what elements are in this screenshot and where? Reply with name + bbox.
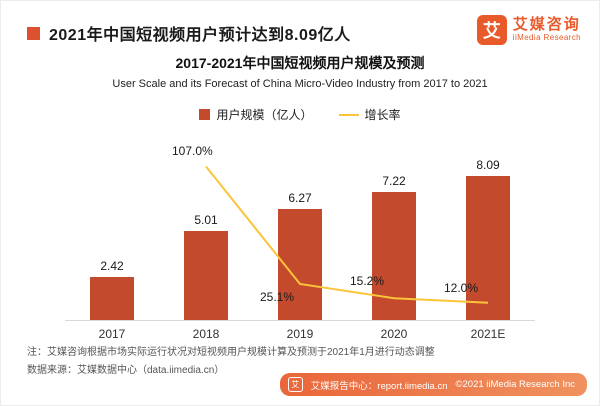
iimedia-logo-icon: 艾 xyxy=(476,15,507,45)
logo-name-cn: 艾媒咨询 xyxy=(512,16,581,34)
bar-value-label: 2.42 xyxy=(100,259,124,273)
chart-column-2020: 7.22 xyxy=(347,135,441,320)
title-row: 2021年中国短视频用户预计达到8.09亿人 xyxy=(27,21,351,45)
footer-bar: 艾 艾媒报告中心：report.iimedia.cn ©2021 iiMedia… xyxy=(279,373,587,396)
bar-legend-label: 用户规模（亿人） xyxy=(216,108,313,122)
bar-value-label: 8.09 xyxy=(476,158,500,173)
footer-copyright: ©2021 iiMedia Research Inc xyxy=(455,379,575,390)
bar-2017 xyxy=(90,277,134,320)
x-axis-label-2021E: 2021E xyxy=(470,327,506,341)
legend-item-bar: 用户规模（亿人） xyxy=(199,106,313,123)
chart-legend: 用户规模（亿人） 增长率 xyxy=(1,106,599,123)
line-legend-swatch-icon xyxy=(338,113,359,116)
header: 2021年中国短视频用户预计达到8.09亿人 艾 艾媒咨询 iiMedia Re… xyxy=(1,1,599,45)
chart-column-2017: 2.42 xyxy=(65,135,159,320)
x-axis-label-2020: 2020 xyxy=(380,327,408,341)
growth-rate-label: 12.0% xyxy=(444,280,479,295)
growth-rate-label: 25.1% xyxy=(260,289,295,304)
bar-2018 xyxy=(184,230,228,320)
legend-item-line: 增长率 xyxy=(338,106,401,123)
x-axis-label-2017: 2017 xyxy=(98,327,126,341)
title-bullet-icon xyxy=(27,26,40,40)
growth-rate-label: 15.2% xyxy=(350,274,385,289)
x-axis-label-2019: 2019 xyxy=(286,327,314,341)
logo-text: 艾媒咨询 iiMedia Research xyxy=(513,17,581,42)
line-legend-label: 增长率 xyxy=(364,108,401,122)
chart-area: 2.42 5.01 6.27 7.22 8.09 2017 2018 2019 2020 202… xyxy=(65,135,535,342)
bar-legend-swatch-icon xyxy=(199,109,211,120)
chart-subtitle: User Scale and its Forecast of China Mic… xyxy=(112,78,488,90)
logo-name-en: iiMedia Research xyxy=(512,32,581,42)
bar-value-label: 5.01 xyxy=(194,212,218,227)
bar-2021E xyxy=(466,176,510,320)
x-axis-labels: 2017 2018 2019 2020 2021E xyxy=(65,321,535,341)
chart-column-2018: 5.01 xyxy=(159,135,253,320)
note-text: 注：艾媒咨询根据市场实际运行状况对短视频用户规模计算及预测于2021年1月进行动… xyxy=(27,347,435,358)
footer-report-link[interactable]: 艾媒报告中心：report.iimedia.cn xyxy=(310,380,448,392)
page-title: 2021年中国短视频用户预计达到8.09亿人 xyxy=(49,27,351,44)
footer-logo-icon: 艾 xyxy=(287,377,303,392)
bar-value-label: 6.27 xyxy=(288,190,312,205)
x-axis-label-2018: 2018 xyxy=(192,327,220,341)
bar-2020 xyxy=(372,191,416,320)
iimedia-logo: 艾 艾媒咨询 iiMedia Research xyxy=(476,15,581,45)
growth-rate-label: 107.0% xyxy=(172,144,213,159)
chart-title: 2017-2021年中国短视频用户规模及预测 xyxy=(175,55,425,71)
source-text: 数据来源：艾媒数据中心（data.iimedia.cn） xyxy=(27,364,225,376)
bar-value-label: 7.22 xyxy=(382,173,406,188)
